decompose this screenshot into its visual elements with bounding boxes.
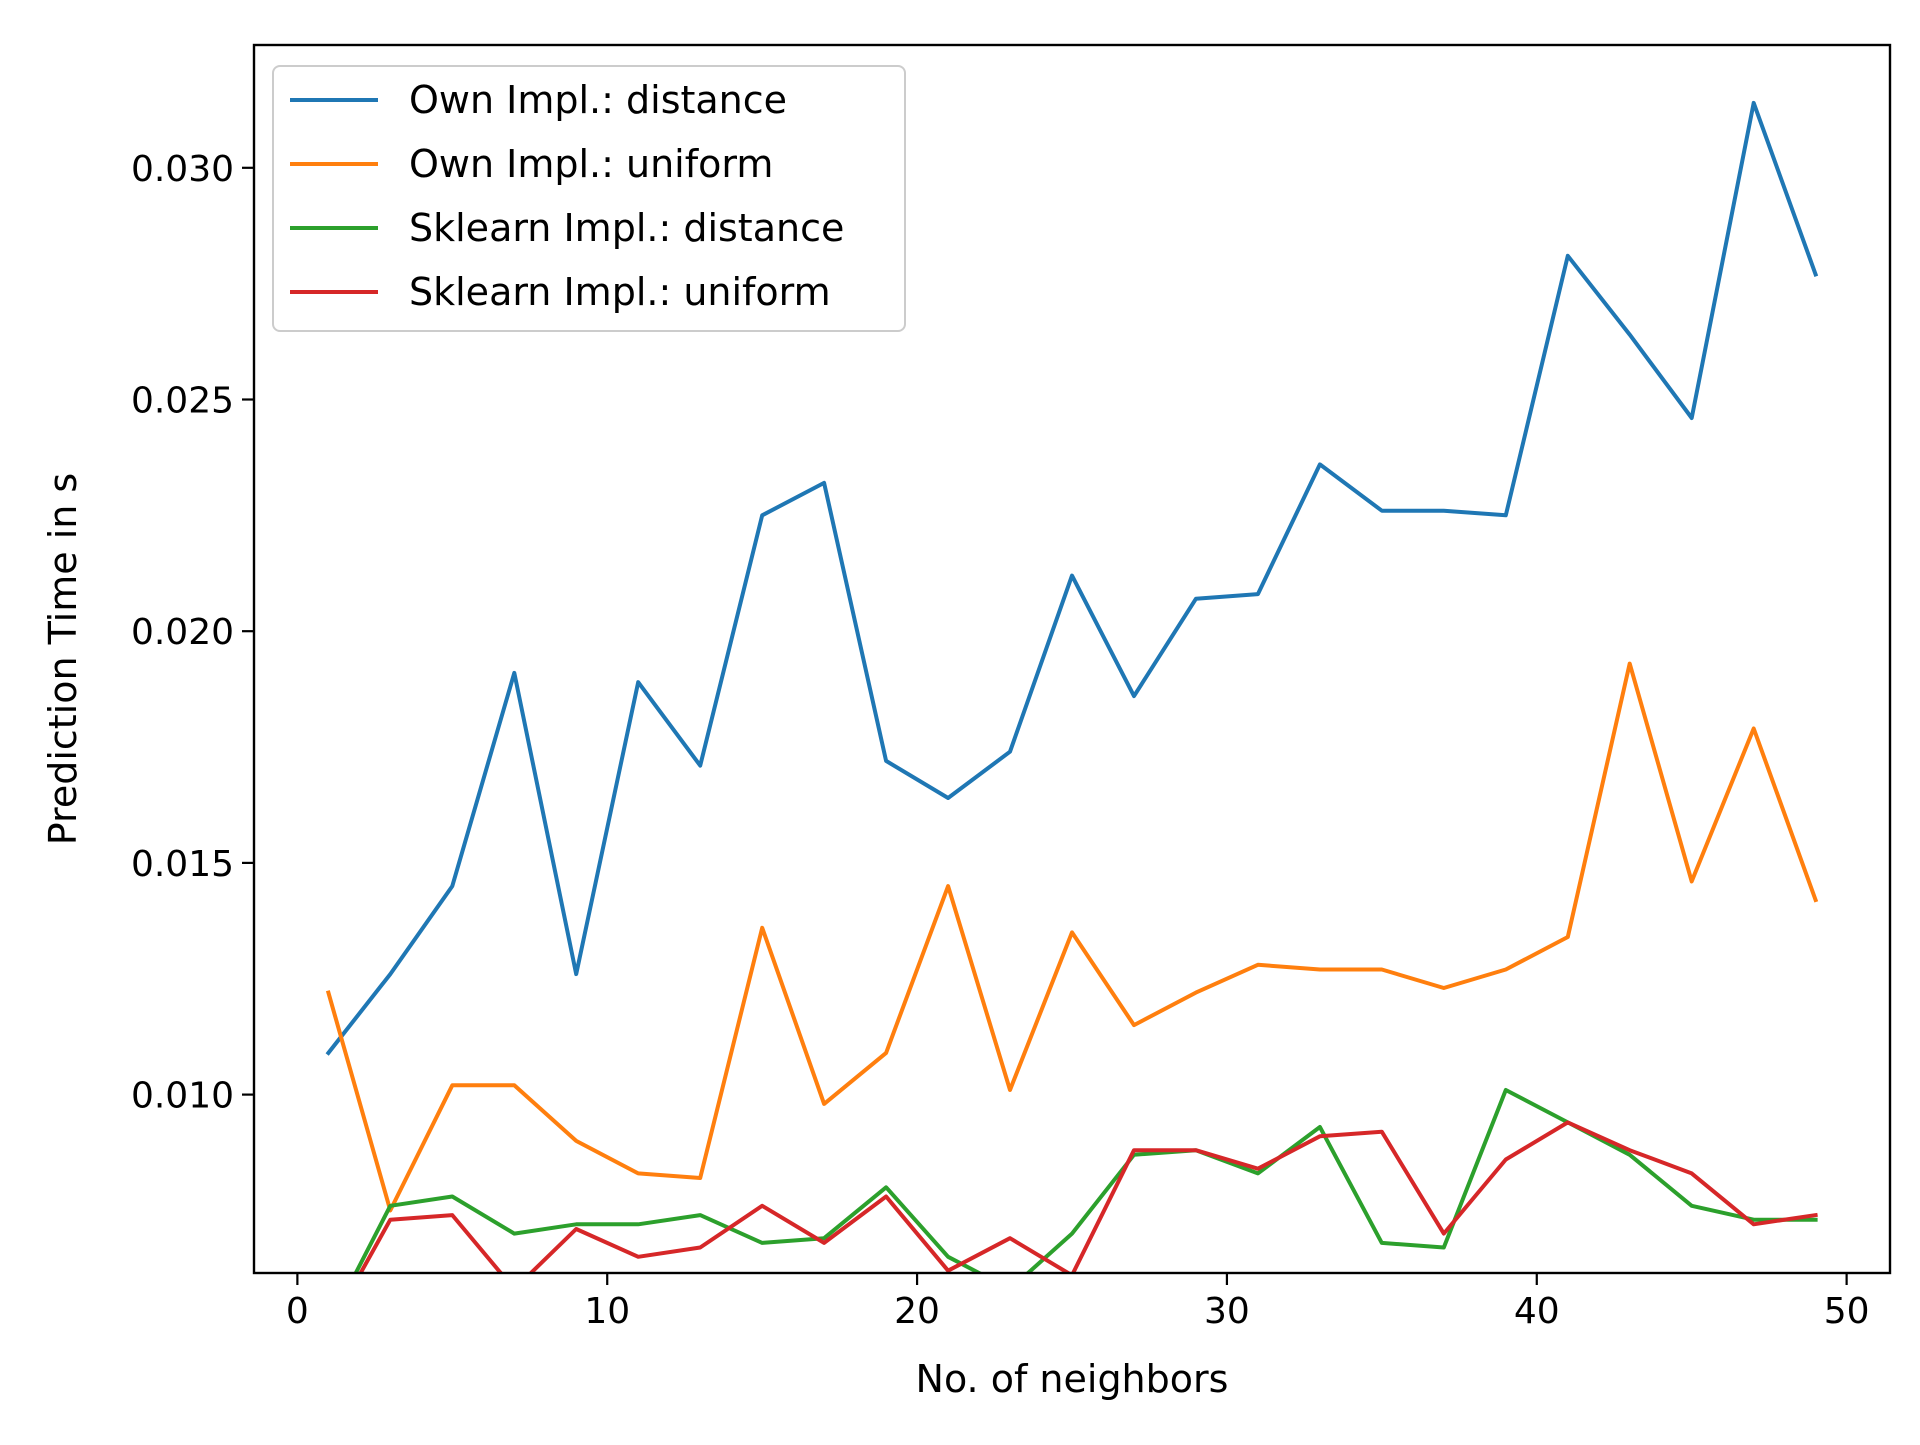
y-axis-label: Prediction Time in s xyxy=(41,473,85,845)
legend-box xyxy=(272,65,906,332)
x-axis: 0 10 20 30 40 50 xyxy=(286,1273,1870,1332)
series-line-1 xyxy=(325,100,1819,1056)
y-tick-label: 0.015 xyxy=(131,844,234,885)
x-tick-label: 10 xyxy=(584,1291,630,1332)
legend-label-1: Own Impl.: distance xyxy=(409,78,787,122)
legend-label-2: Own Impl.: uniform xyxy=(409,142,773,186)
x-tick-label: 30 xyxy=(1204,1291,1250,1332)
x-tick-label: 50 xyxy=(1824,1291,1870,1332)
y-axis: 0.010 0.015 0.020 0.025 0.030 xyxy=(131,149,254,1117)
series-layer xyxy=(325,100,1819,1273)
legend-label-3: Sklearn Impl.: distance xyxy=(409,206,844,250)
legend: Own Impl.: distance Own Impl.: uniform Skl… xyxy=(272,65,906,332)
series-line-4 xyxy=(358,1120,1818,1273)
y-tick-label: 0.020 xyxy=(131,612,234,653)
y-tick-label: 0.010 xyxy=(131,1076,234,1117)
x-axis-label: No. of neighbors xyxy=(916,1357,1229,1401)
series-line-2 xyxy=(325,661,1819,1213)
x-tick-label: 40 xyxy=(1514,1291,1560,1332)
y-tick-label: 0.025 xyxy=(131,380,234,421)
legend-label-4: Sklearn Impl.: uniform xyxy=(409,270,831,314)
plot-frame xyxy=(252,43,1892,1275)
x-tick-label: 20 xyxy=(894,1291,940,1332)
y-tick-label: 0.030 xyxy=(131,149,234,190)
x-tick-label: 0 xyxy=(286,1291,309,1332)
